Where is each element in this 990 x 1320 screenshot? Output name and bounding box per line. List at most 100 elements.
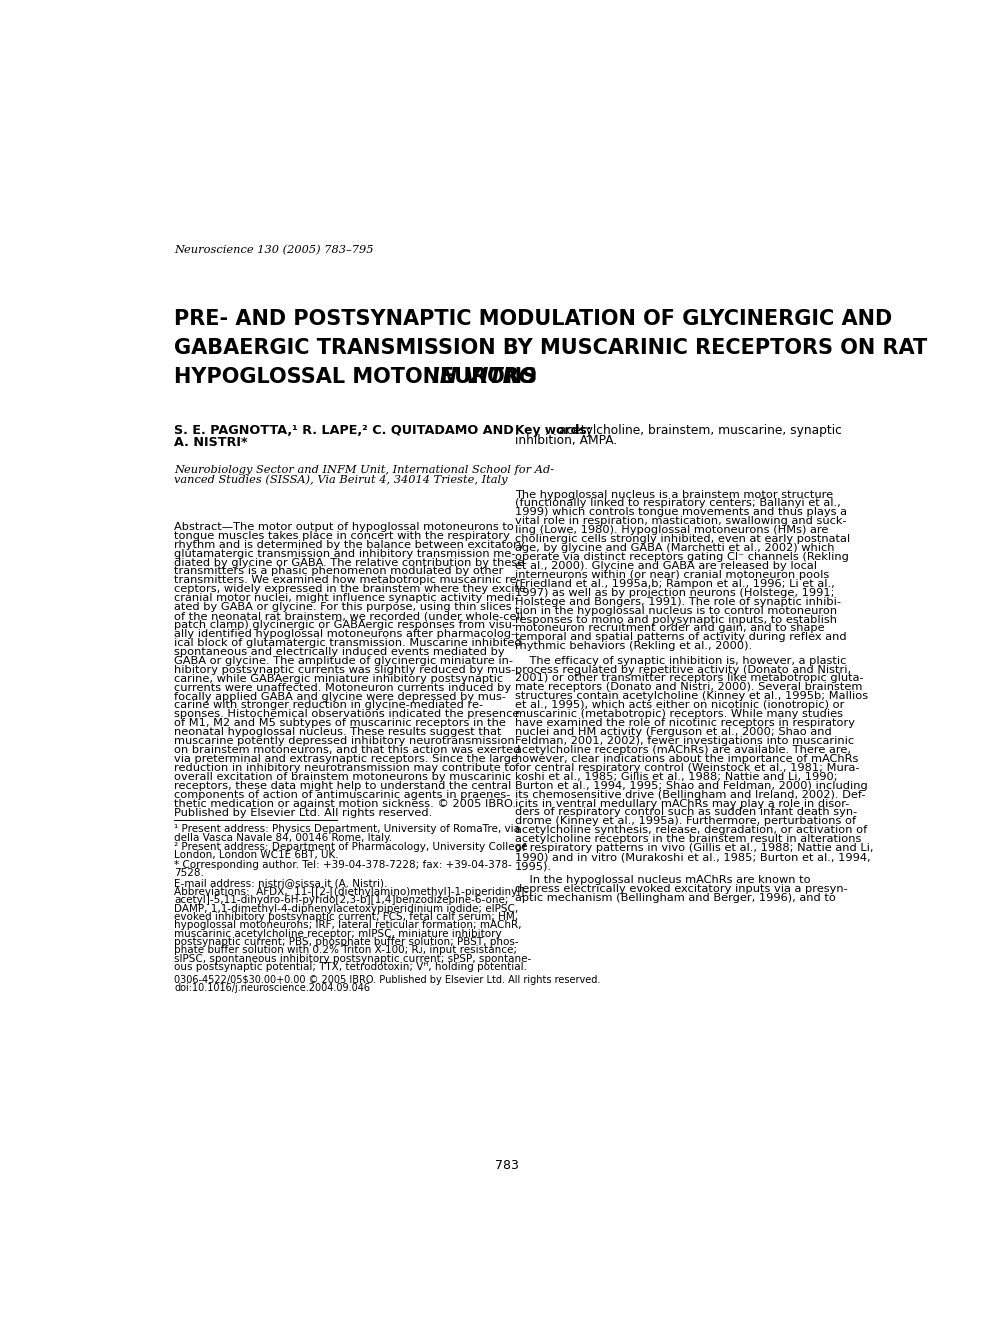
Text: diated by glycine or GABA. The relative contribution by these: diated by glycine or GABA. The relative … [174,557,525,568]
Text: of M1, M2 and M5 subtypes of muscarinic receptors in the: of M1, M2 and M5 subtypes of muscarinic … [174,718,506,729]
Text: acetylcholine, brainstem, muscarine, synaptic: acetylcholine, brainstem, muscarine, syn… [558,424,842,437]
Text: acetylcholine receptors in the brainstem result in alterations: acetylcholine receptors in the brainstem… [515,834,861,845]
Text: inhibition, AMPA.: inhibition, AMPA. [515,434,618,447]
Text: muscarine potently depressed inhibitory neurotransmission: muscarine potently depressed inhibitory … [174,737,515,746]
Text: of the neonatal rat brainstem, we recorded (under whole-cell: of the neonatal rat brainstem, we record… [174,611,523,622]
Text: PRE- AND POSTSYNAPTIC MODULATION OF GLYCINERGIC AND: PRE- AND POSTSYNAPTIC MODULATION OF GLYC… [174,309,892,329]
Text: Published by Elsevier Ltd. All rights reserved.: Published by Elsevier Ltd. All rights re… [174,808,433,817]
Text: receptors, these data might help to understand the central: receptors, these data might help to unde… [174,781,512,791]
Text: 1999) which controls tongue movements and thus plays a: 1999) which controls tongue movements an… [515,507,847,517]
Text: A. NISTRI*: A. NISTRI* [174,437,248,449]
Text: drome (Kinney et al., 1995a). Furthermore, perturbations of: drome (Kinney et al., 1995a). Furthermor… [515,816,856,826]
Text: however, clear indications about the importance of mAChRs: however, clear indications about the imp… [515,754,858,764]
Text: currents were unaffected. Motoneuron currents induced by: currents were unaffected. Motoneuron cur… [174,682,511,693]
Text: Feldman, 2001, 2002), fewer investigations into muscarinic: Feldman, 2001, 2002), fewer investigatio… [515,737,854,746]
Text: evoked inhibitory postsynaptic current; FCS, fetal calf serum; HM,: evoked inhibitory postsynaptic current; … [174,912,518,923]
Text: sponses. Histochemical observations indicated the presence: sponses. Histochemical observations indi… [174,709,520,719]
Text: * Corresponding author. Tel: +39-04-378-7228; fax: +39-04-378-: * Corresponding author. Tel: +39-04-378-… [174,859,512,870]
Text: neonatal hypoglossal nucleus. These results suggest that: neonatal hypoglossal nucleus. These resu… [174,727,502,738]
Text: ally identified hypoglossal motoneurons after pharmacolog-: ally identified hypoglossal motoneurons … [174,630,516,639]
Text: sIPSC, spontaneous inhibitory postsynaptic current; sPSP, spontane-: sIPSC, spontaneous inhibitory postsynapt… [174,953,532,964]
Text: della Vasca Navale 84, 00146 Rome, Italy.: della Vasca Navale 84, 00146 Rome, Italy… [174,833,392,842]
Text: Neurobiology Sector and INFM Unit, International School for Ad-: Neurobiology Sector and INFM Unit, Inter… [174,465,554,475]
Text: cranial motor nuclei, might influence synaptic activity medi-: cranial motor nuclei, might influence sy… [174,593,519,603]
Text: The efficacy of synaptic inhibition is, however, a plastic: The efficacy of synaptic inhibition is, … [515,656,846,665]
Text: age, by glycine and GABA (Marchetti et al., 2002) which: age, by glycine and GABA (Marchetti et a… [515,543,835,553]
Text: on brainstem motoneurons, and that this action was exerted: on brainstem motoneurons, and that this … [174,744,521,755]
Text: E-mail address: nistri@sissa.it (A. Nistri).: E-mail address: nistri@sissa.it (A. Nist… [174,878,387,887]
Text: ceptors, widely expressed in the brainstem where they excite: ceptors, widely expressed in the brainst… [174,585,526,594]
Text: DAMP, 1,1-dimethyl-4-diphenylacetoxypiperidinium iodide; eIPSC,: DAMP, 1,1-dimethyl-4-diphenylacetoxypipe… [174,904,519,913]
Text: mate receptors (Donato and Nistri, 2000). Several brainstem: mate receptors (Donato and Nistri, 2000)… [515,682,862,693]
Text: have examined the role of nicotinic receptors in respiratory: have examined the role of nicotinic rece… [515,718,855,729]
Text: acetyl]-5,11-dihydro-6H-pyrido[2,3-b][1,4]benzodizepine-6-one;: acetyl]-5,11-dihydro-6H-pyrido[2,3-b][1,… [174,895,509,906]
Text: Key words:: Key words: [515,424,596,437]
Text: aptic mechanism (Bellingham and Berger, 1996), and to: aptic mechanism (Bellingham and Berger, … [515,894,836,903]
Text: GABA or glycine. The amplitude of glycinergic miniature in-: GABA or glycine. The amplitude of glycin… [174,656,513,665]
Text: 1990) and in vitro (Murakoshi et al., 1985; Burton et al., 1994,: 1990) and in vitro (Murakoshi et al., 19… [515,853,871,862]
Text: icits in ventral medullary mAChRs may play a role in disor-: icits in ventral medullary mAChRs may pl… [515,799,849,809]
Text: temporal and spatial patterns of activity during reflex and: temporal and spatial patterns of activit… [515,632,846,643]
Text: Burton et al., 1994, 1995; Shao and Feldman, 2000) including: Burton et al., 1994, 1995; Shao and Feld… [515,780,868,791]
Text: of respiratory patterns in vivo (Gillis et al., 1988; Nattie and Li,: of respiratory patterns in vivo (Gillis … [515,843,873,853]
Text: London, London WC1E 6BT, UK.: London, London WC1E 6BT, UK. [174,850,339,861]
Text: Abstract—The motor output of hypoglossal motoneurons to: Abstract—The motor output of hypoglossal… [174,521,514,532]
Text: 1997) as well as by projection neurons (Holstege, 1991;: 1997) as well as by projection neurons (… [515,587,835,598]
Text: HYPOGLOSSAL MOTONEURONS: HYPOGLOSSAL MOTONEURONS [174,367,544,387]
Text: S. E. PAGNOTTA,¹ R. LAPE,² C. QUITADAMO AND: S. E. PAGNOTTA,¹ R. LAPE,² C. QUITADAMO … [174,424,514,437]
Text: 783: 783 [495,1159,520,1172]
Text: 1995).: 1995). [515,861,552,871]
Text: vital role in respiration, mastication, swallowing and suck-: vital role in respiration, mastication, … [515,516,846,527]
Text: patch clamp) glycinergic or GABAergic responses from visu-: patch clamp) glycinergic or GABAergic re… [174,620,516,630]
Text: responses to mono and polysynaptic inputs, to establish: responses to mono and polysynaptic input… [515,615,838,624]
Text: ical block of glutamatergic transmission. Muscarine inhibited: ical block of glutamatergic transmission… [174,638,522,648]
Text: focally applied GABA and glycine were depressed by mus-: focally applied GABA and glycine were de… [174,692,506,701]
Text: Holstege and Bongers, 1991). The role of synaptic inhibi-: Holstege and Bongers, 1991). The role of… [515,597,842,607]
Text: Neuroscience 130 (2005) 783–795: Neuroscience 130 (2005) 783–795 [174,244,373,255]
Text: rhythmic behaviors (Rekling et al., 2000).: rhythmic behaviors (Rekling et al., 2000… [515,642,752,651]
Text: acetylcholine synthesis, release, degradation, or activation of: acetylcholine synthesis, release, degrad… [515,825,867,836]
Text: acetylcholine receptors (mAChRs) are available. There are,: acetylcholine receptors (mAChRs) are ava… [515,744,851,755]
Text: carine, while GABAergic miniature inhibitory postsynaptic: carine, while GABAergic miniature inhibi… [174,673,503,684]
Text: via preterminal and extrasynaptic receptors. Since the large: via preterminal and extrasynaptic recept… [174,754,518,764]
Text: structures contain acetylcholine (Kinney et al., 1995b; Mallios: structures contain acetylcholine (Kinney… [515,692,868,701]
Text: process regulated by repetitive activity (Donato and Nistri,: process regulated by repetitive activity… [515,664,851,675]
Text: rhythm and is determined by the balance between excitatory: rhythm and is determined by the balance … [174,540,525,549]
Text: its chemosensitive drive (Bellingham and Ireland, 2002). Def-: its chemosensitive drive (Bellingham and… [515,789,865,800]
Text: In the hypoglossal nucleus mAChRs are known to: In the hypoglossal nucleus mAChRs are kn… [515,875,811,886]
Text: cholinergic cells strongly inhibited, even at early postnatal: cholinergic cells strongly inhibited, ev… [515,535,850,544]
Text: ders of respiratory control such as sudden infant death syn-: ders of respiratory control such as sudd… [515,808,857,817]
Text: hibitory postsynaptic currents was slightly reduced by mus-: hibitory postsynaptic currents was sligh… [174,665,516,675]
Text: GABAERGIC TRANSMISSION BY MUSCARINIC RECEPTORS ON RAT: GABAERGIC TRANSMISSION BY MUSCARINIC REC… [174,338,928,358]
Text: koshi et al., 1985; Gillis et al., 1988; Nattie and Li, 1990;: koshi et al., 1985; Gillis et al., 1988;… [515,772,838,781]
Text: ¹ Present address: Physics Department, University of RomaTre, via: ¹ Present address: Physics Department, U… [174,824,520,834]
Text: The hypoglossal nucleus is a brainstem motor structure: The hypoglossal nucleus is a brainstem m… [515,490,834,499]
Text: operate via distinct receptors gating Cl⁻ channels (Rekling: operate via distinct receptors gating Cl… [515,552,849,562]
Text: (Friedland et al., 1995a,b; Rampon et al., 1996; Li et al.,: (Friedland et al., 1995a,b; Rampon et al… [515,579,835,589]
Text: transmitters is a phasic phenomenon modulated by other: transmitters is a phasic phenomenon modu… [174,566,504,577]
Text: hypoglossal motoneurons; IRF, lateral reticular formation; mAChR,: hypoglossal motoneurons; IRF, lateral re… [174,920,522,931]
Text: tongue muscles takes place in concert with the respiratory: tongue muscles takes place in concert wi… [174,531,510,541]
Text: glutamatergic transmission and inhibitory transmission me-: glutamatergic transmission and inhibitor… [174,549,516,558]
Text: components of action of antimuscarinic agents in praenes-: components of action of antimuscarinic a… [174,789,511,800]
Text: tion in the hypoglossal nucleus is to control motoneuron: tion in the hypoglossal nucleus is to co… [515,606,838,615]
Text: carine with stronger reduction in glycine-mediated re-: carine with stronger reduction in glycin… [174,701,483,710]
Text: 0306-4522/05$30.00+0.00 © 2005 IBRO. Published by Elsevier Ltd. All rights reser: 0306-4522/05$30.00+0.00 © 2005 IBRO. Pub… [174,974,601,985]
Text: for central respiratory control (Weinstock et al., 1981; Mura-: for central respiratory control (Weinsto… [515,763,859,772]
Text: phate buffer solution with 0.2% Triton X-100; Rᴊ, input resistance;: phate buffer solution with 0.2% Triton X… [174,945,517,956]
Text: doi:10.1016/j.neuroscience.2004.09.046: doi:10.1016/j.neuroscience.2004.09.046 [174,983,370,993]
Text: IN VITRO: IN VITRO [433,367,537,387]
Text: ated by GABA or glycine. For this purpose, using thin slices: ated by GABA or glycine. For this purpos… [174,602,512,612]
Text: muscarinic (metabotropic) receptors. While many studies: muscarinic (metabotropic) receptors. Whi… [515,709,843,719]
Text: (functionally linked to respiratory centers; Ballanyi et al.,: (functionally linked to respiratory cent… [515,499,841,508]
Text: postsynaptic current; PBS, phosphate buffer solution; PBST, phos-: postsynaptic current; PBS, phosphate buf… [174,937,519,946]
Text: spontaneous and electrically induced events mediated by: spontaneous and electrically induced eve… [174,647,505,657]
Text: motoneuron recruitment order and gain, and to shape: motoneuron recruitment order and gain, a… [515,623,825,634]
Text: interneurons within (or near) cranial motoneuron pools: interneurons within (or near) cranial mo… [515,570,830,579]
Text: reduction in inhibitory neurotransmission may contribute to: reduction in inhibitory neurotransmissio… [174,763,516,774]
Text: et al., 1995), which acts either on nicotinic (ionotropic) or: et al., 1995), which acts either on nico… [515,701,844,710]
Text: transmitters. We examined how metabotropic muscarinic re-: transmitters. We examined how metabotrop… [174,576,521,586]
Text: vanced Studies (SISSA), Via Beirut 4, 34014 Trieste, Italy: vanced Studies (SISSA), Via Beirut 4, 34… [174,475,508,486]
Text: ² Present address: Department of Pharmacology, University College: ² Present address: Department of Pharmac… [174,842,528,853]
Text: nuclei and HM activity (Ferguson et al., 2000; Shao and: nuclei and HM activity (Ferguson et al.,… [515,727,832,737]
